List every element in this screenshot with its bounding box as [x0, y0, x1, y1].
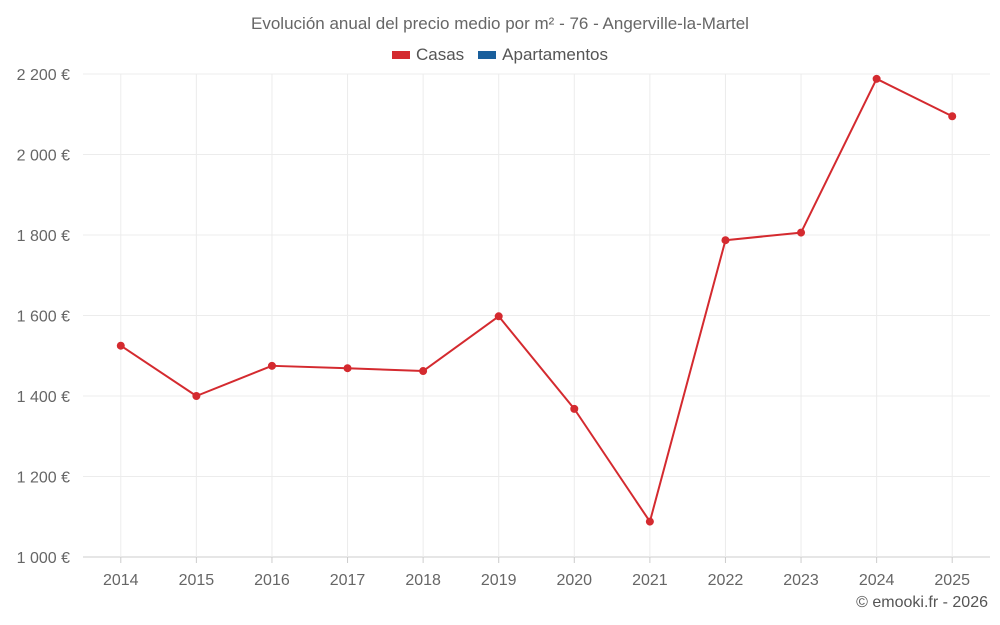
y-tick-label: 1 000 € — [17, 550, 70, 567]
data-point — [797, 228, 806, 237]
x-tick-label: 2024 — [859, 572, 895, 589]
y-tick-label: 1 600 € — [17, 309, 70, 326]
data-point — [570, 404, 579, 413]
data-point — [721, 236, 730, 245]
data-point — [343, 364, 352, 373]
x-tick-label: 2022 — [708, 572, 744, 589]
x-tick-label: 2017 — [330, 572, 366, 589]
data-point — [419, 367, 428, 376]
x-tick-label: 2018 — [405, 572, 441, 589]
credit-text: © emooki.fr - 2026 — [856, 594, 988, 611]
chart-title: Evolución anual del precio medio por m² … — [251, 14, 749, 33]
data-point — [948, 112, 957, 121]
data-point — [192, 392, 201, 400]
x-tick-label: 2019 — [481, 572, 517, 589]
y-tick-label: 1 800 € — [17, 228, 70, 245]
series-line-casas — [120, 77, 953, 523]
chart-legend: Casas Apartamentos — [0, 45, 1000, 65]
x-tick-label: 2021 — [632, 572, 668, 589]
data-point — [267, 361, 276, 370]
legend-item-casas[interactable]: Casas — [391, 45, 465, 65]
data-point — [645, 517, 654, 526]
data-point — [116, 341, 125, 350]
y-tick-label: 2 200 € — [17, 67, 70, 84]
legend-swatch-apartamentos — [478, 51, 497, 59]
data-point — [494, 312, 503, 321]
x-tick-label: 2015 — [179, 572, 215, 589]
x-tick-label: 2014 — [103, 572, 139, 589]
x-tick-label: 2020 — [556, 572, 592, 589]
y-tick-label: 1 200 € — [17, 470, 70, 487]
data-point — [872, 74, 881, 83]
x-tick-label: 2016 — [254, 572, 290, 589]
y-tick-label: 1 400 € — [17, 389, 70, 406]
legend-item-apartamentos[interactable]: Apartamentos — [478, 45, 608, 65]
legend-label-casas: Casas — [415, 45, 465, 64]
legend-label-apartamentos: Apartamentos — [502, 45, 609, 64]
x-tick-label: 2023 — [783, 572, 819, 589]
y-tick-label: 2 000 € — [17, 148, 70, 165]
legend-swatch-casas — [391, 51, 410, 59]
x-tick-label: 2025 — [934, 572, 970, 589]
